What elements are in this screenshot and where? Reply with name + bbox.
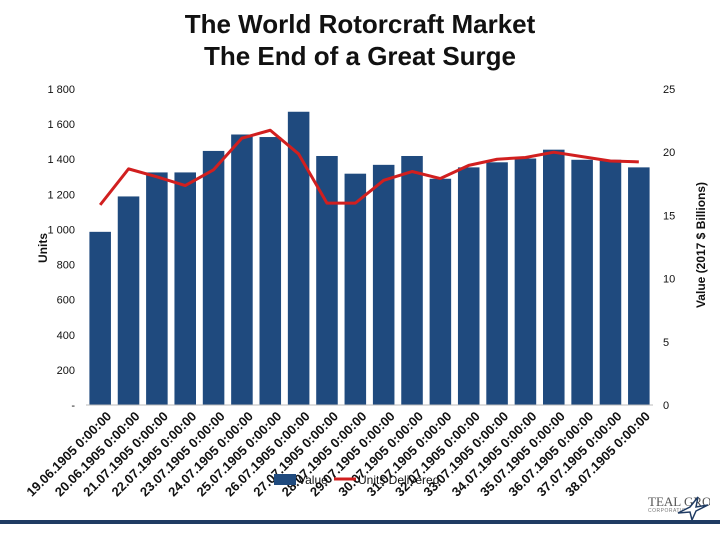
y2-tick-label: 25 — [663, 84, 675, 96]
teal-bird-icon — [677, 496, 709, 523]
bar-value-19 — [628, 167, 650, 405]
bar-value-6 — [259, 137, 282, 406]
bar-value-3 — [174, 172, 196, 405]
bar-value-12 — [429, 178, 452, 405]
y-tick-label: 200 — [57, 365, 75, 377]
bar-value-0 — [89, 231, 111, 405]
bar-value-14 — [486, 162, 508, 405]
left-axis-ticks: - 200 400 600 800 1 000 1 200 1 400 1 600 1 800 — [47, 84, 75, 412]
bar-value-9 — [344, 173, 367, 405]
y-tick-label: 1 600 — [47, 119, 75, 131]
y2-tick-label: 15 — [663, 210, 675, 222]
y-tick-label: 600 — [57, 295, 75, 307]
y-tick-label: 800 — [57, 260, 75, 272]
logo-subtext: CORPORATION — [648, 508, 691, 514]
footer-rule — [0, 520, 720, 524]
y-tick-label: - — [71, 400, 75, 412]
chart-title-line1: The World Rotorcraft Market — [184, 9, 536, 39]
chart-title-line2: The End of a Great Surge — [203, 41, 517, 71]
bar-value-11 — [401, 155, 423, 405]
right-axis-ticks: 0 5 10 15 20 25 — [663, 84, 675, 412]
y-tick-label: 400 — [57, 330, 75, 342]
y2-tick-label: 10 — [663, 274, 675, 286]
y-tick-label: 1 800 — [47, 84, 75, 96]
bar-value-1 — [117, 196, 140, 405]
bar-value-2 — [146, 172, 168, 405]
line-series-units-delivered — [98, 128, 639, 206]
y-tick-label: 1 400 — [47, 154, 75, 166]
y2-axis-label: Value (2017 $ Billions) — [694, 182, 708, 308]
bar-value-18 — [599, 159, 622, 405]
legend-label-value: Value — [298, 473, 328, 487]
bar-value-17 — [571, 159, 593, 405]
legend-swatch-value — [274, 474, 296, 485]
y-tick-label: 1 200 — [47, 189, 75, 201]
bar-series-value — [89, 111, 650, 406]
legend-label-units: Units Delivered — [358, 473, 439, 487]
bar-value-4 — [202, 150, 225, 405]
bar-value-10 — [372, 164, 395, 405]
y2-tick-label: 0 — [663, 400, 669, 412]
bar-value-7 — [287, 111, 310, 405]
bar-value-15 — [514, 158, 537, 405]
y2-tick-label: 20 — [663, 147, 675, 159]
y-axis-label: Units — [36, 233, 50, 263]
legend: Value Units Delivered — [274, 473, 439, 487]
bar-value-13 — [457, 167, 480, 405]
y2-tick-label: 5 — [663, 337, 669, 349]
y-tick-label: 1 000 — [47, 224, 75, 236]
bar-value-16 — [543, 149, 565, 405]
bar-value-8 — [316, 155, 338, 405]
bar-value-5 — [231, 134, 253, 405]
